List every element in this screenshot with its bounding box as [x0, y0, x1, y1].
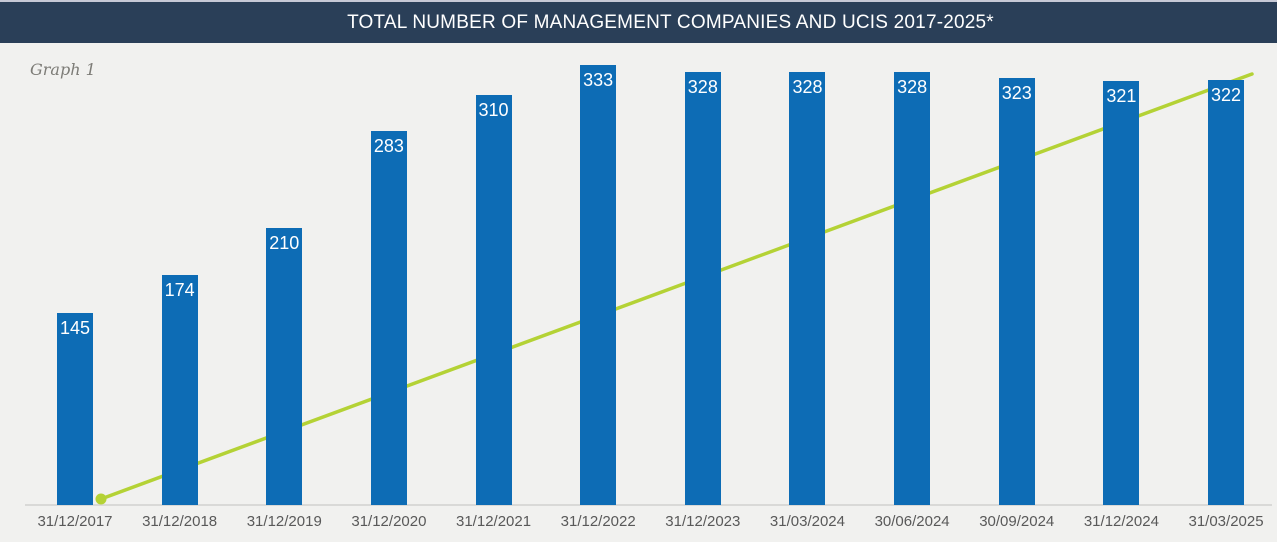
bar-31/12/2022: 333: [580, 65, 617, 505]
bar-31/12/2021: 310: [475, 95, 512, 505]
bar-value-label: 145: [59, 318, 91, 338]
bar-value-label: 321: [1106, 86, 1137, 106]
bar-30/09/2024: 323: [998, 78, 1035, 505]
x-axis-tick-label: 31/12/2019: [246, 513, 322, 530]
x-axis-tick-label: 31/12/2022: [560, 513, 636, 530]
bar-31/12/2020: 283: [370, 131, 407, 505]
x-axis-tick-label: 31/12/2021: [456, 513, 532, 530]
bar-value-label: 174: [164, 280, 195, 300]
x-axis-tick-label: 31/12/2020: [351, 513, 427, 530]
x-axis-tick-label: 31/12/2023: [665, 513, 741, 530]
bar-31/12/2023: 328: [684, 72, 721, 505]
bar-31/12/2024: 321: [1103, 81, 1140, 505]
bar-31/12/2017: 145: [57, 313, 93, 505]
chart-title: TOTAL NUMBER OF MANAGEMENT COMPANIES AND…: [347, 11, 994, 33]
graph-number-label: Graph 1: [30, 60, 96, 79]
bar-31/12/2019: 210: [266, 228, 303, 505]
bar-value-label: 323: [1001, 83, 1032, 103]
bar-value-label: 210: [269, 233, 300, 253]
bar-value-label: 328: [687, 77, 718, 97]
x-axis-tick-label: 31/12/2017: [37, 513, 113, 530]
chart-title-bar: TOTAL NUMBER OF MANAGEMENT COMPANIES AND…: [0, 2, 1277, 43]
x-axis-tick-label: 31/03/2024: [769, 513, 845, 530]
bar-value-label: 328: [792, 77, 823, 97]
bar-value-label: 333: [583, 70, 614, 90]
bar-30/06/2024: 328: [894, 72, 931, 505]
x-axis-tick-label: 30/09/2024: [979, 513, 1055, 530]
bar-value-label: 283: [373, 136, 404, 156]
bar-31/03/2024: 328: [789, 72, 826, 505]
x-axis-tick-label: 31/12/2024: [1083, 513, 1159, 530]
top-edge-strip: [0, 0, 1277, 2]
bar-value-label: 328: [897, 77, 928, 97]
x-axis-line: [25, 504, 1272, 506]
x-axis-tick-label: 31/12/2018: [142, 513, 218, 530]
x-axis-tick-label: 30/06/2024: [874, 513, 950, 530]
bar-value-label: 310: [478, 100, 509, 120]
x-axis-tick-label: 31/03/2025: [1188, 513, 1264, 530]
trend-line-start-marker: [95, 493, 107, 505]
bar-31/03/2025: 322: [1208, 80, 1245, 505]
bar-31/12/2018: 174: [161, 275, 198, 505]
bar-value-label: 322: [1211, 85, 1242, 105]
